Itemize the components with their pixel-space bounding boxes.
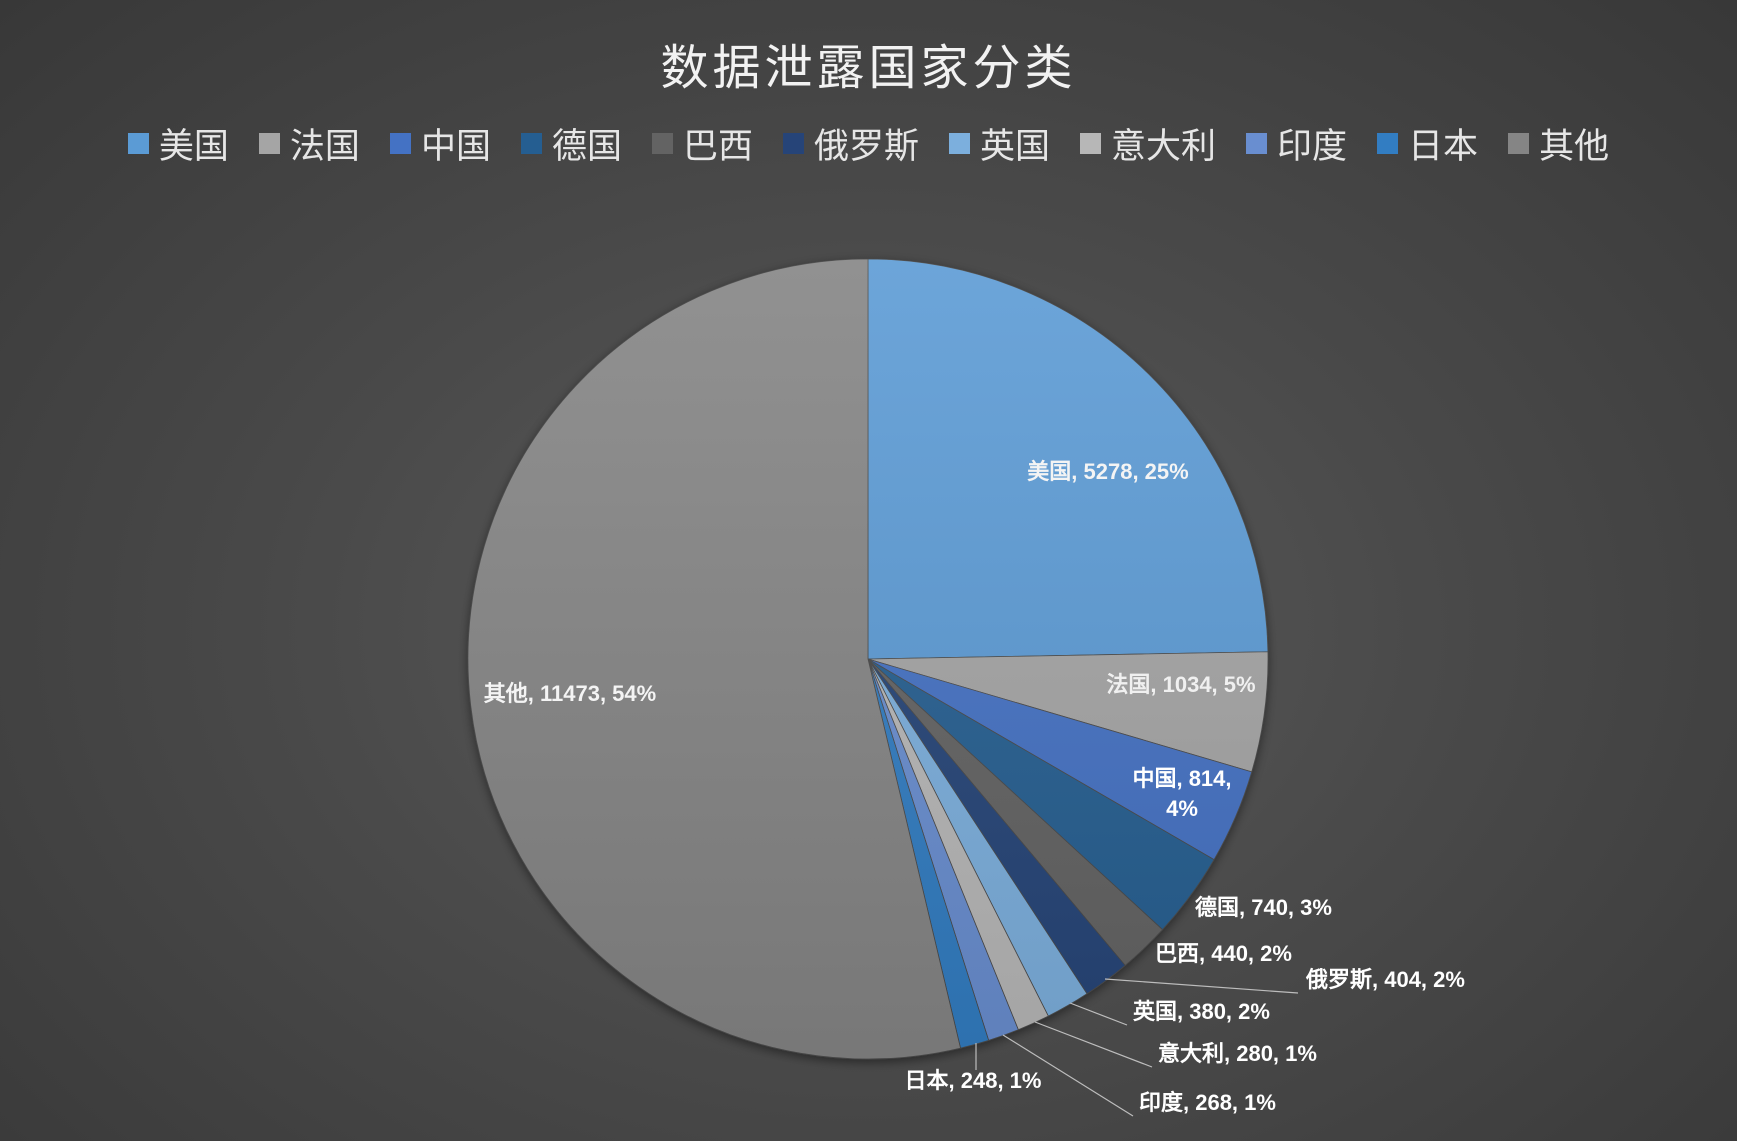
legend-swatch (949, 133, 970, 154)
data-label: 俄罗斯, 404, 2% (1305, 967, 1465, 992)
legend-item: 德国 (520, 118, 622, 169)
data-label: 德国, 740, 3% (1195, 895, 1332, 920)
leader-line (1069, 1002, 1128, 1026)
data-label: 其他, 11473, 54% (484, 681, 656, 706)
legend-item: 英国 (949, 118, 1050, 169)
legend-item: 法国 (258, 118, 360, 169)
leader-line (1002, 1034, 1134, 1117)
legend-item: 中国 (389, 118, 491, 169)
legend-item: 意大利 (1080, 118, 1216, 169)
legend-swatch (1377, 133, 1399, 154)
legend-swatch (258, 133, 280, 154)
legend-label: 美国 (158, 127, 229, 167)
legend-swatch (127, 133, 149, 154)
chart-title: 数据泄露国家分类 (660, 40, 1077, 96)
legend-label: 巴西 (682, 127, 753, 167)
legend-label: 其他 (1539, 127, 1610, 167)
data-label: 英国, 380, 2% (1133, 999, 1270, 1024)
data-label: 意大利, 280, 1% (1158, 1041, 1317, 1066)
legend-label: 法国 (289, 127, 360, 167)
leader-line (1104, 978, 1299, 994)
legend-swatch (389, 133, 411, 154)
data-label: 印度, 268, 1% (1139, 1090, 1276, 1115)
data-label: 日本, 248, 1% (905, 1068, 1042, 1093)
legend-swatch (651, 133, 673, 154)
data-label: 中国, 814, 4% (1132, 766, 1231, 821)
legend: 美国 法国 中国 德国 巴西 俄罗斯 英国 意大利 印度 日本 其他 (0, 118, 1737, 169)
legend-swatch (520, 133, 542, 154)
data-label: 法国, 1034, 5% (1106, 672, 1255, 697)
legend-swatch (782, 133, 804, 154)
legend-label: 日本 (1408, 127, 1479, 167)
data-label: 美国, 5278, 25% (1027, 459, 1188, 484)
leader-line (1034, 1021, 1153, 1068)
legend-label: 中国 (420, 127, 491, 167)
legend-label: 英国 (980, 127, 1051, 167)
legend-label: 俄罗斯 (813, 127, 919, 167)
legend-swatch (1246, 133, 1268, 154)
legend-swatch (1508, 133, 1530, 154)
legend-item: 印度 (1246, 118, 1347, 169)
legend-item: 其他 (1508, 118, 1609, 169)
legend-label: 德国 (551, 127, 622, 167)
legend-item: 巴西 (651, 118, 753, 169)
legend-item: 美国 (127, 118, 229, 169)
legend-label: 印度 (1277, 127, 1348, 167)
data-label: 巴西, 440, 2% (1155, 941, 1292, 966)
legend-item: 俄罗斯 (782, 118, 919, 169)
legend-label: 意大利 (1111, 127, 1217, 167)
legend-swatch (1080, 133, 1102, 154)
legend-item: 日本 (1377, 118, 1478, 169)
